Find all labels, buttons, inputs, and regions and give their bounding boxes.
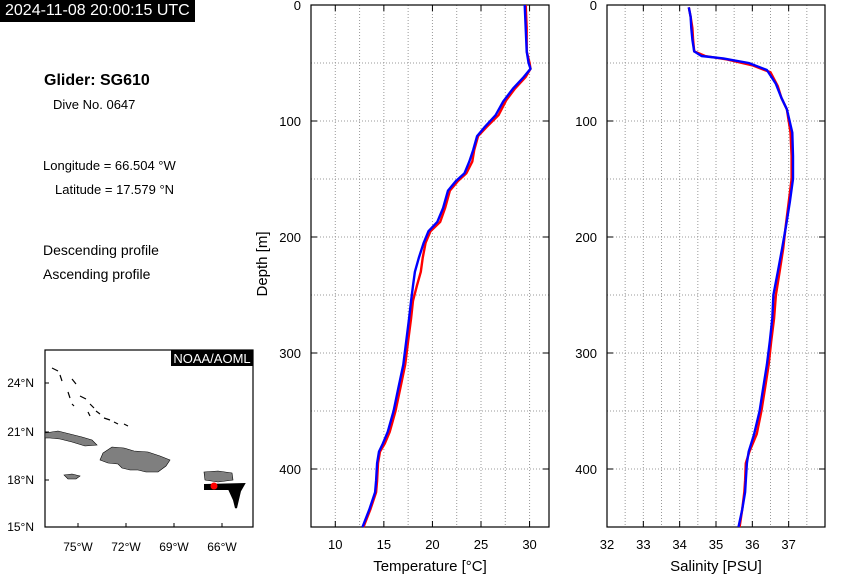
latitude-readout: Latitude = 17.579 °N [55, 182, 175, 197]
y-tick-label: 100 [575, 114, 597, 129]
map-lon-tick-label: 72°W [111, 540, 141, 554]
map-credit-badge [171, 350, 253, 366]
puerto-rico-landmass [203, 470, 234, 483]
map-lon-tick-label: 66°W [207, 540, 237, 554]
map-lat-tick-label: 18°N [7, 473, 34, 487]
x-tick-label: 35 [709, 537, 723, 552]
location-map: NOAA/AOML 24°N 21°N 18°N 15°N 75°W 72°W 69°W 6… [7, 349, 254, 554]
x-tick-label: 30 [522, 537, 536, 552]
map-lat-tick-label: 24°N [7, 376, 34, 390]
x-tick-label: 33 [636, 537, 650, 552]
legend-descending: Descending profile [43, 242, 159, 258]
map-lon-tick-label: 75°W [63, 540, 93, 554]
x-tick-label: 10 [328, 537, 342, 552]
glider-name: Glider: SG610 [44, 72, 150, 89]
cuba-landmass [44, 430, 98, 447]
ascending-profile-line [361, 4, 532, 528]
map-credit: NOAA/AOML [173, 351, 250, 366]
glider-track [204, 482, 246, 509]
y-tick-label: 0 [590, 0, 597, 13]
dive-number: Dive No. 0647 [53, 97, 136, 112]
jamaica-landmass [63, 473, 81, 480]
y-tick-label: 200 [279, 230, 301, 245]
legend-ascending: Ascending profile [43, 266, 151, 282]
plot-frame [310, 4, 550, 528]
x-axis-label: Salinity [PSU] [670, 558, 762, 574]
x-tick-label: 32 [600, 537, 614, 552]
temperature-chart: 0 100 200 300 400 10 15 20 25 30 Temperature [°C] D… [254, 0, 550, 574]
timestamp: 2024-11-08 20:00:15 UTC [0, 0, 195, 22]
y-tick-label: 0 [294, 0, 301, 13]
x-tick-label: 15 [377, 537, 391, 552]
longitude-readout: Longitude = 66.504 °W [43, 158, 176, 173]
map-lon-ticks: 75°W 72°W 69°W 66°W [63, 523, 237, 554]
map-lat-ticks: 24°N 21°N 18°N 15°N [7, 376, 49, 534]
salinity-chart: 0 100 200 300 400 32 33 34 35 36 37 Salinity [PSU] [575, 0, 826, 574]
map-lat-tick-label: 21°N [7, 425, 34, 439]
x-tick-label: 20 [425, 537, 439, 552]
bahamas-islands [51, 367, 129, 427]
x-tick-label: 25 [474, 537, 488, 552]
x-tick-label: 36 [745, 537, 759, 552]
descending-profile-line [362, 4, 532, 528]
y-tick-label: 300 [575, 346, 597, 361]
ascending-profile-line [687, 7, 795, 528]
y-axis-label: Depth [m] [254, 231, 271, 296]
map-lon-tick-label: 69°W [159, 540, 189, 554]
y-tick-label: 300 [279, 346, 301, 361]
x-tick-label: 37 [781, 537, 795, 552]
y-tick-label: 100 [279, 114, 301, 129]
x-axis-label: Temperature [°C] [373, 558, 487, 574]
y-tick-label: 200 [575, 230, 597, 245]
y-tick-label: 400 [279, 462, 301, 477]
x-tick-label: 34 [672, 537, 686, 552]
map-lat-tick-label: 15°N [7, 520, 34, 534]
glider-position-marker [210, 482, 218, 490]
hispaniola-landmass [99, 446, 171, 473]
y-tick-label: 400 [575, 462, 597, 477]
